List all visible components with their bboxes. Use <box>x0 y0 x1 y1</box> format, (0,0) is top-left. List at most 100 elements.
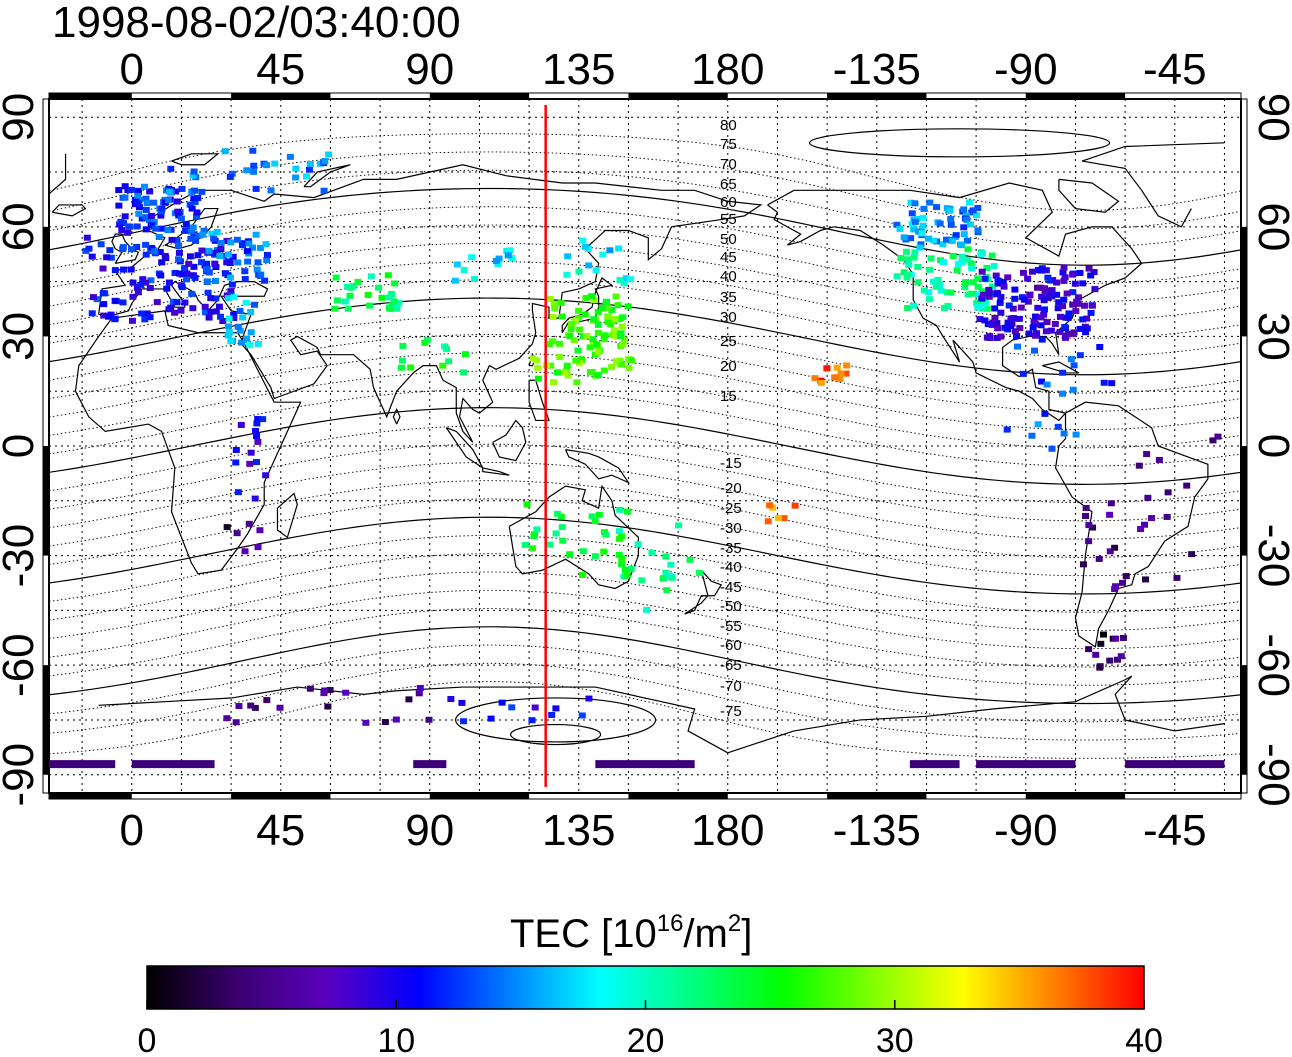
tec-cell <box>594 349 602 356</box>
colorbar-tick-label: 30 <box>876 1022 914 1057</box>
tec-cell <box>997 333 1005 340</box>
tec-cell <box>603 305 611 312</box>
tec-cell <box>843 362 851 369</box>
tec-cell <box>143 200 151 207</box>
tec-cell <box>599 251 607 258</box>
tec-cell <box>236 307 244 314</box>
tec-cell <box>910 225 918 232</box>
tec-cell <box>1112 635 1120 642</box>
tec-cell <box>974 304 982 311</box>
tec-cell <box>616 315 624 322</box>
tec-cell <box>594 329 602 336</box>
colorbar-ticks: 0 10 20 30 40 <box>138 1000 1163 1057</box>
tec-cell <box>1071 280 1079 287</box>
tec-cell <box>215 303 223 310</box>
tec-cell <box>811 375 819 382</box>
tec-cell <box>228 170 236 177</box>
tec-cell <box>579 237 587 244</box>
tec-cell <box>1059 390 1067 397</box>
tec-cell <box>256 244 264 251</box>
tec-cell <box>933 282 941 289</box>
tec-cell <box>1001 324 1009 331</box>
tec-cell <box>391 280 399 287</box>
tec-cell <box>914 279 922 286</box>
tec-cell <box>1040 306 1048 313</box>
tec-cell <box>668 574 676 581</box>
tec-cell <box>963 237 971 244</box>
tec-cell <box>194 252 202 259</box>
tec-observations <box>49 147 1225 769</box>
tec-cell <box>174 208 182 215</box>
tec-cell <box>1003 426 1011 433</box>
tec-cell <box>974 205 982 212</box>
tec-cell <box>320 187 328 194</box>
mag-lat-label: 25 <box>720 333 737 350</box>
tec-cell <box>189 305 197 312</box>
tec-cell <box>974 227 982 234</box>
mag-pole-south <box>454 697 657 743</box>
mag-lat-label: 50 <box>720 231 737 248</box>
tec-cell <box>441 343 449 350</box>
coastline <box>276 492 298 539</box>
mag-contour <box>49 425 1241 504</box>
tec-cell <box>1030 318 1038 325</box>
tec-cell <box>390 298 398 305</box>
mag-lat-label: -55 <box>720 618 742 635</box>
tec-cell <box>388 302 396 309</box>
border-segment <box>1241 665 1247 775</box>
mag-contour <box>49 681 1241 759</box>
top-longitude-labels: 0 45 90 135 180 -135 -90 -45 <box>120 45 1207 94</box>
tec-cell <box>133 244 141 251</box>
tec-cell <box>241 268 249 275</box>
tec-cell <box>392 716 400 723</box>
tec-cell <box>1074 300 1082 307</box>
tec-cell <box>178 284 186 291</box>
mag-lat-label: 80 <box>720 117 737 134</box>
mag-lat-label: 70 <box>720 156 737 173</box>
tec-cell <box>152 225 160 232</box>
tec-band <box>49 760 116 769</box>
tec-cell <box>251 301 259 308</box>
tec-cell <box>1148 515 1156 522</box>
tec-cell <box>911 249 919 256</box>
tec-cell <box>916 244 924 251</box>
tec-cell <box>579 548 587 555</box>
tec-cell <box>566 551 574 558</box>
tec-cell <box>111 267 119 274</box>
tec-cell <box>607 321 615 328</box>
tec-cell <box>947 289 955 296</box>
tec-cell <box>127 186 135 193</box>
tec-cell <box>1025 330 1033 337</box>
tec-cell <box>1118 579 1126 586</box>
tec-cell <box>994 277 1002 284</box>
border-segment <box>43 665 49 775</box>
tec-cell <box>1069 301 1077 308</box>
tec-cell <box>1082 504 1090 511</box>
tec-cell <box>969 207 977 214</box>
tec-cell <box>602 298 610 305</box>
coastline <box>561 277 614 334</box>
tec-cell <box>974 291 982 298</box>
top-lon-label: -135 <box>833 45 921 94</box>
tec-cell <box>142 241 150 248</box>
tec-cell <box>1135 462 1143 469</box>
tec-cell <box>925 289 933 296</box>
tec-cell <box>163 285 171 292</box>
tec-cell <box>627 276 635 283</box>
tec-cell <box>610 327 618 334</box>
tec-cell <box>997 309 1005 316</box>
tec-cell <box>1011 328 1019 335</box>
tec-cell <box>142 206 150 213</box>
mag-lat-label: -60 <box>720 637 742 654</box>
tec-cell <box>528 545 536 552</box>
tec-cell <box>1048 445 1056 452</box>
tec-cell <box>1036 284 1044 291</box>
tec-cell <box>1076 325 1084 332</box>
tec-cell <box>1037 378 1045 385</box>
tec-cell <box>996 299 1004 306</box>
tec-cell <box>188 290 196 297</box>
tec-cell <box>105 313 113 320</box>
tec-band <box>131 760 215 769</box>
tec-cell <box>325 151 333 158</box>
tec-cell <box>217 239 225 246</box>
